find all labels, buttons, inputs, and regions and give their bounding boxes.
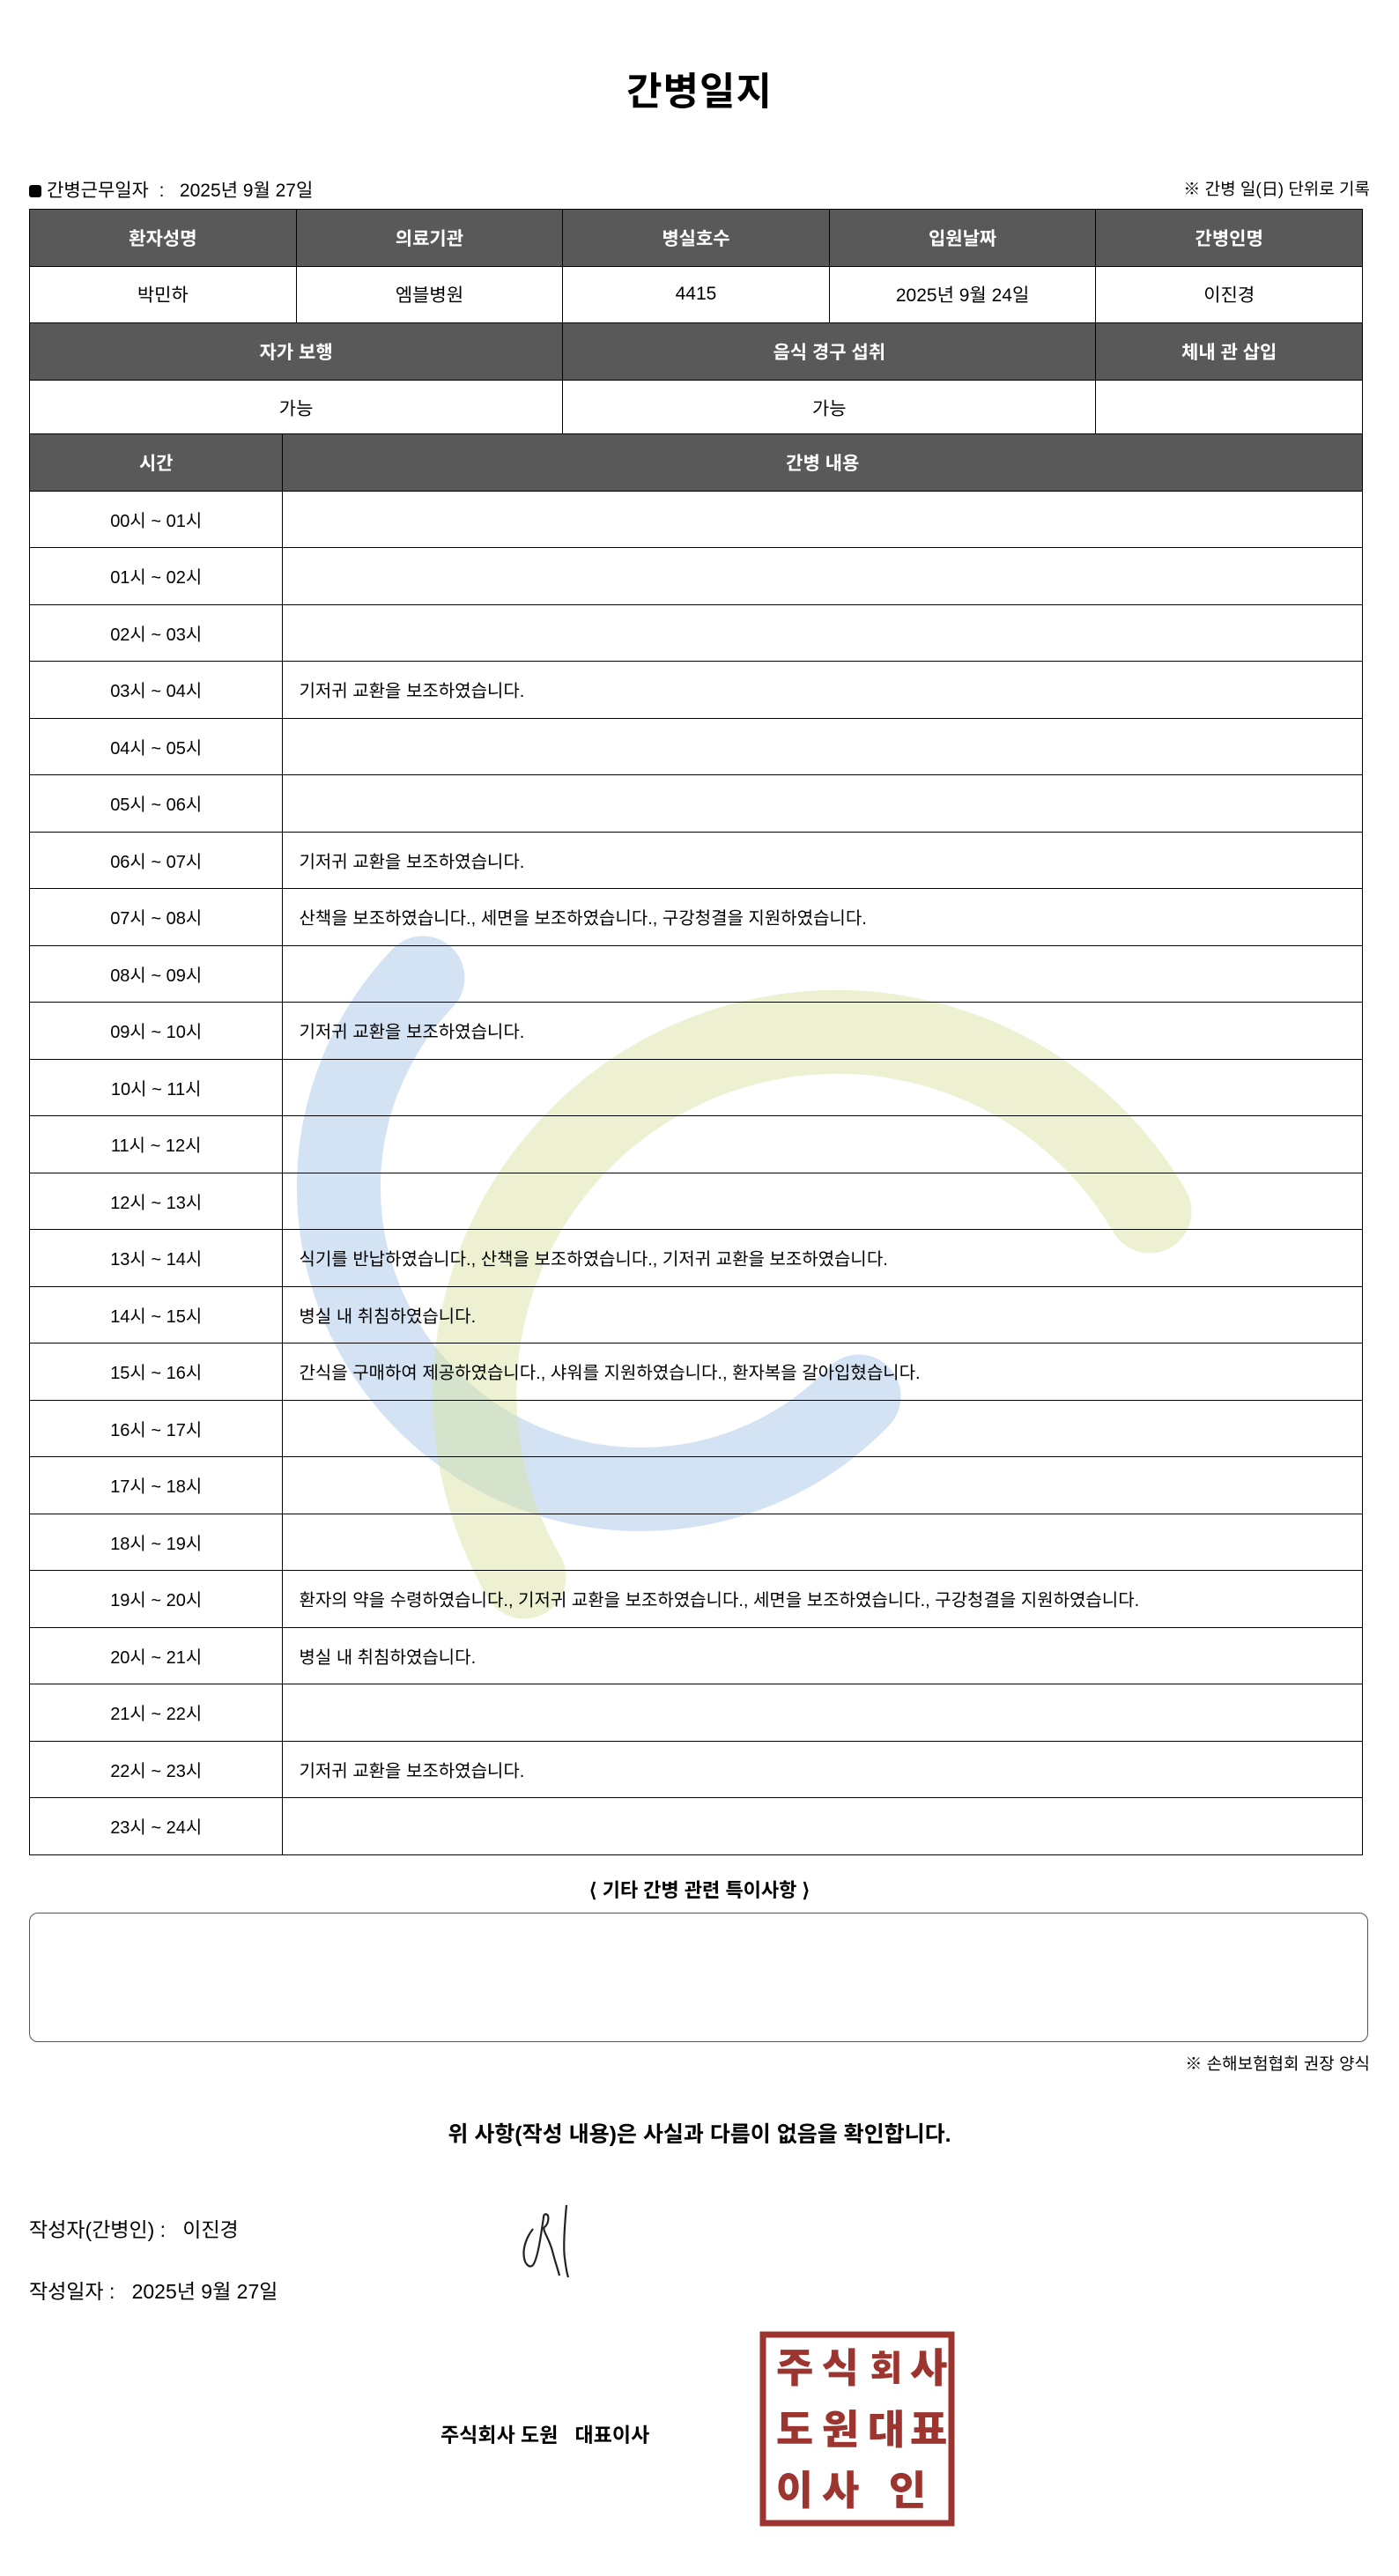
svg-text:사: 사 <box>910 2336 947 2395</box>
svg-text:식: 식 <box>822 2336 859 2395</box>
svg-text:주: 주 <box>776 2336 813 2395</box>
svg-text:표: 표 <box>910 2398 947 2456</box>
svg-text:원: 원 <box>822 2398 859 2456</box>
svg-text:도: 도 <box>776 2398 813 2456</box>
svg-text:대: 대 <box>868 2398 905 2456</box>
svg-text:인: 인 <box>889 2459 926 2517</box>
svg-text:이: 이 <box>776 2459 813 2517</box>
svg-text:사: 사 <box>822 2459 859 2517</box>
svg-text:회: 회 <box>870 2340 903 2391</box>
